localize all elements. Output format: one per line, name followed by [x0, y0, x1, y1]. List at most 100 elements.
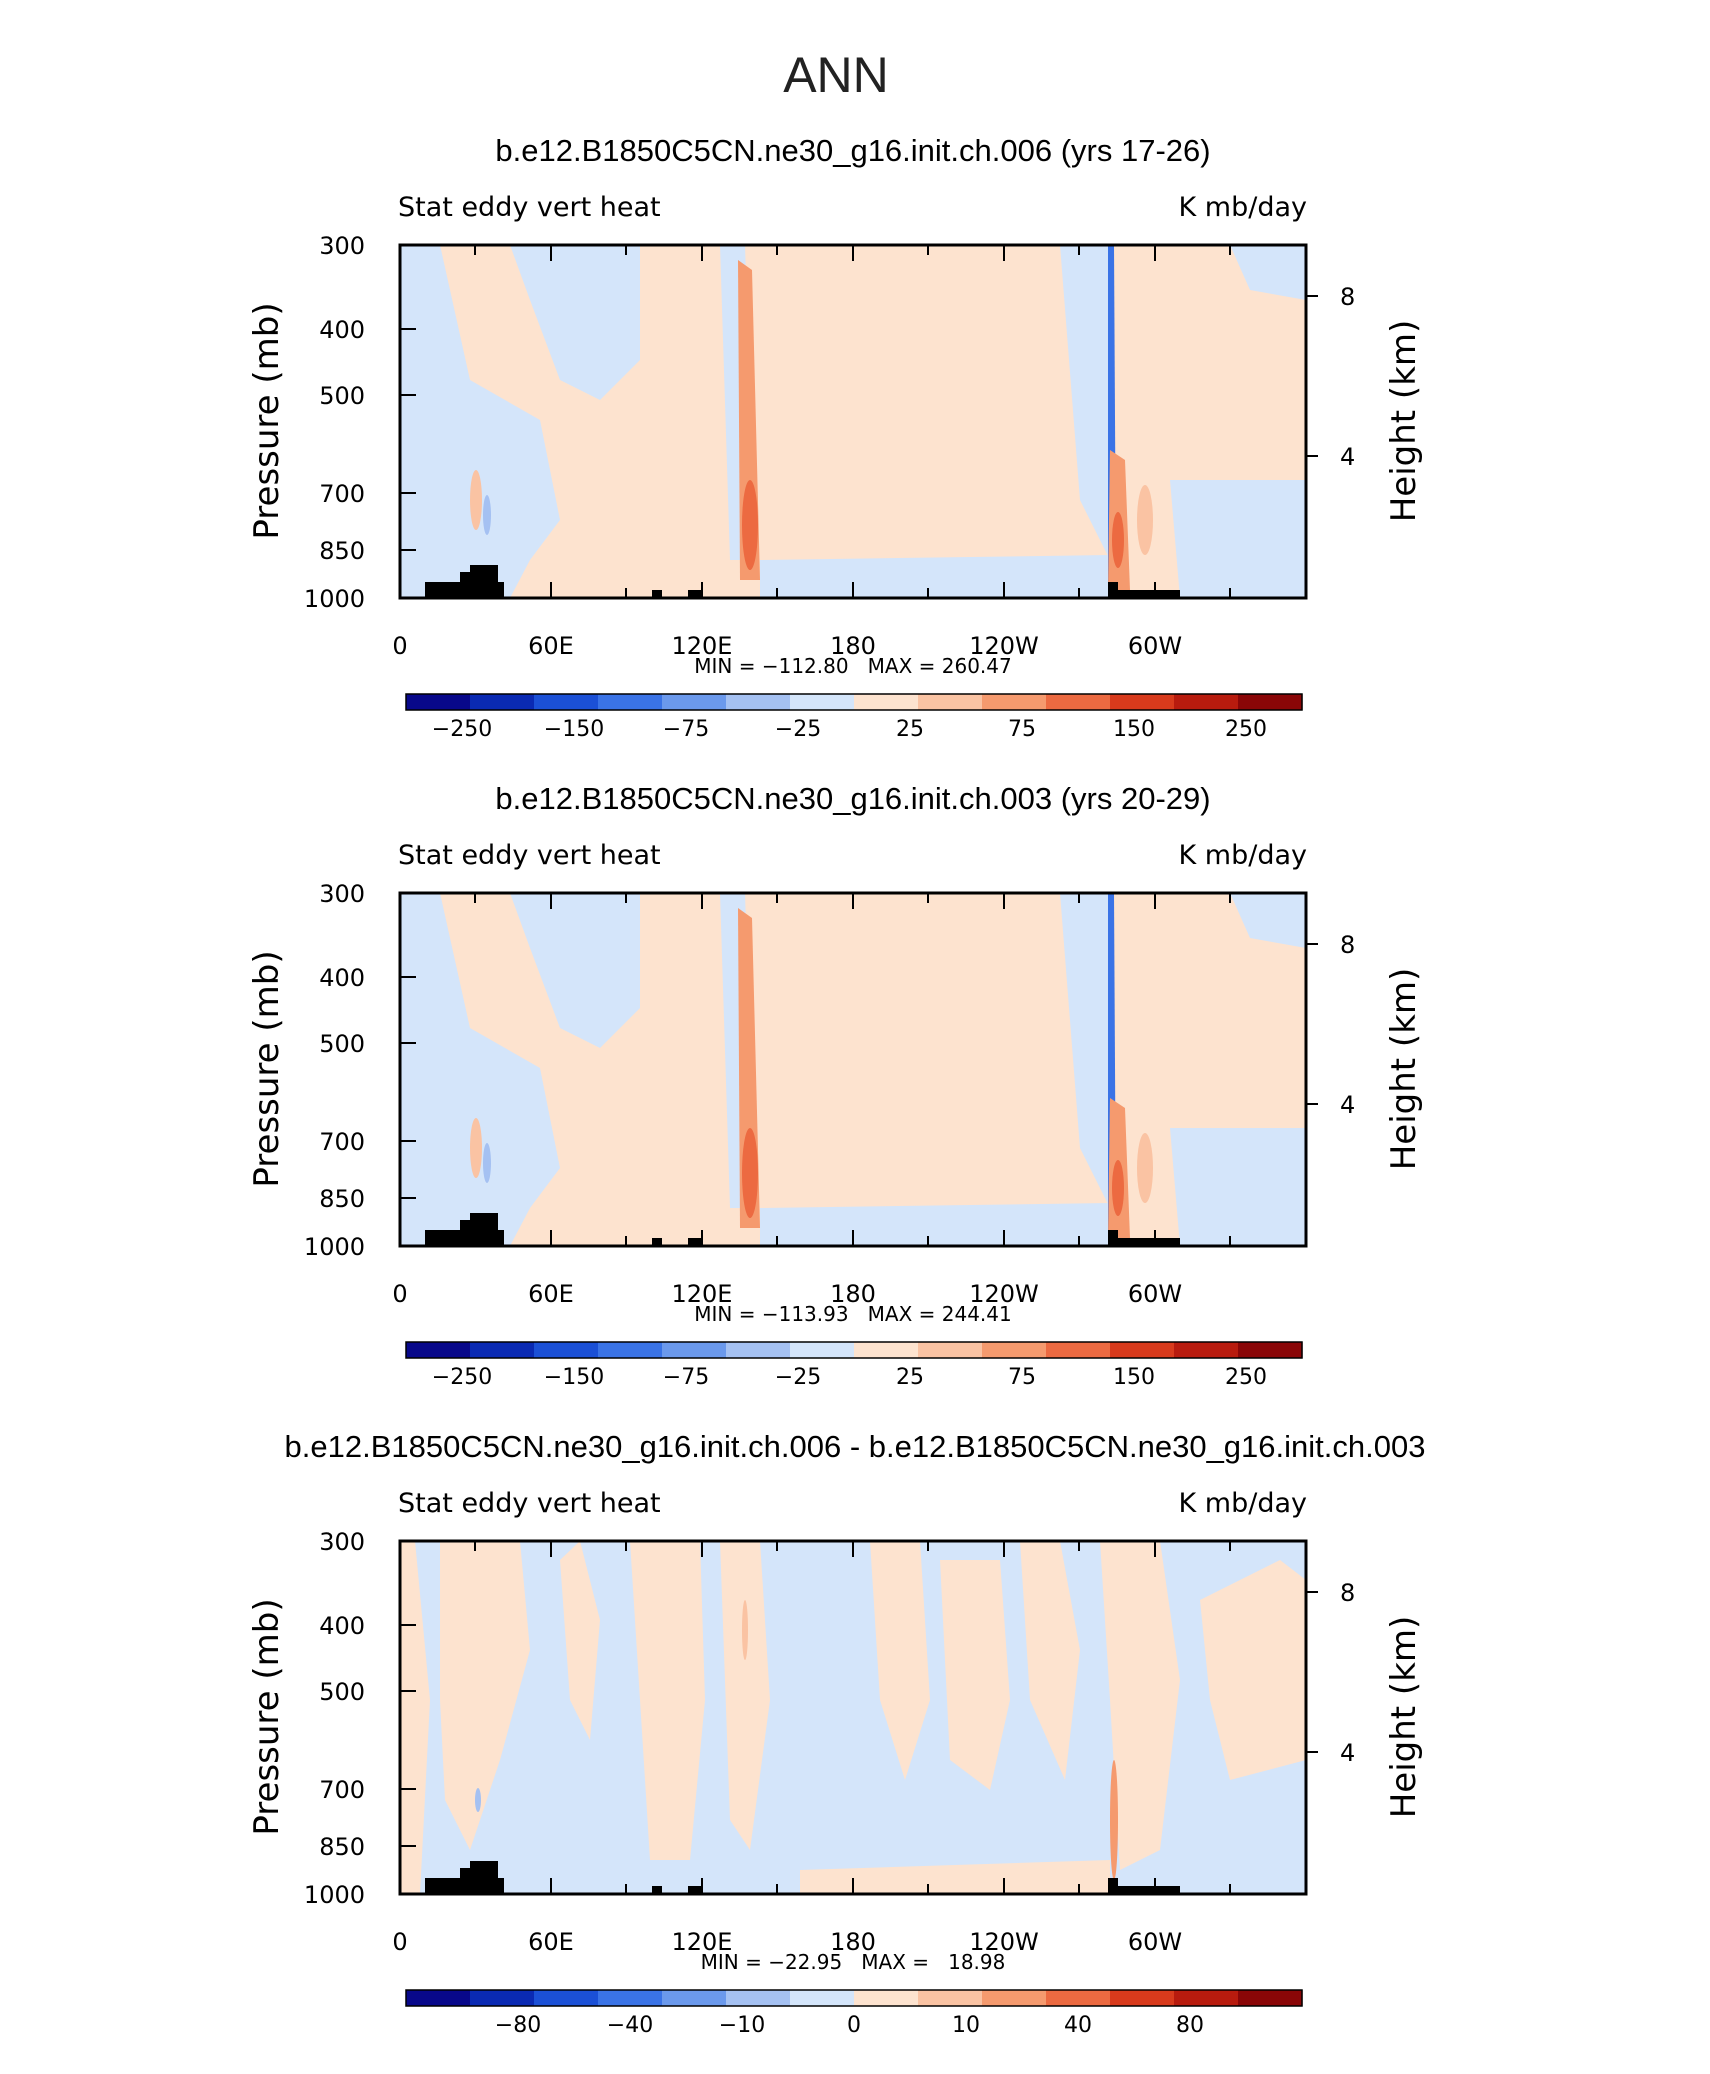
units-label: K mb/day — [1179, 192, 1308, 223]
negative-region-indian — [510, 245, 640, 400]
colorbar-label: −250 — [432, 717, 492, 742]
positive-region — [720, 1541, 770, 1850]
y-tick-label: 300 — [319, 880, 365, 908]
colorbar-swatches — [406, 694, 1303, 710]
topography-mask — [1108, 1878, 1180, 1894]
colorbar: −250 −150 −75 −25 25 75 150 250 — [405, 1341, 1303, 1390]
positive-region — [440, 1541, 530, 1850]
colorbar-swatch — [1046, 694, 1111, 710]
colorbar-swatch — [662, 1990, 727, 2006]
positive-feature-core-inner — [742, 1128, 758, 1218]
y-tick-label: 400 — [319, 1612, 365, 1640]
y-axis-label: Pressure (mb) — [247, 1598, 287, 1835]
colorbar-swatch — [534, 1990, 599, 2006]
x-tick-label: 0 — [392, 1280, 407, 1308]
y-axis-label: Pressure (mb) — [247, 950, 287, 1187]
positive-region — [630, 1541, 705, 1860]
x-tick-label: 180 — [830, 1928, 876, 1956]
negative-feature-west — [483, 495, 491, 535]
y2-axis-label: Height (km) — [1384, 1616, 1424, 1819]
y-tick-label: 400 — [319, 316, 365, 344]
positive-region — [870, 1541, 930, 1780]
y-tick-label: 1000 — [304, 1233, 365, 1261]
topography-mask — [1108, 1230, 1180, 1246]
y2-tick-label: 8 — [1340, 283, 1355, 311]
colorbar-label: 75 — [1008, 1365, 1036, 1390]
colorbar-swatches — [406, 1342, 1303, 1358]
positive-region — [560, 1541, 600, 1740]
colorbar-swatch — [726, 1990, 791, 2006]
topography-mask — [1108, 582, 1180, 598]
colorbar-label: 250 — [1225, 1365, 1267, 1390]
positive-feature-band-inner — [1112, 1160, 1124, 1216]
colorbar-label: 40 — [1064, 2013, 1092, 2038]
colorbar-label: −75 — [663, 717, 709, 742]
colorbar-swatch — [534, 694, 599, 710]
colorbar-labels: −250 −150 −75 −25 25 75 150 250 — [432, 1365, 1267, 1390]
y2-tick-labels: 8 4 — [1340, 283, 1355, 471]
variable-label: Stat eddy vert heat — [398, 1488, 661, 1519]
y-tick-label: 300 — [319, 232, 365, 260]
colorbar-label: 10 — [952, 2013, 980, 2038]
colorbar-swatch — [854, 1342, 919, 1358]
y-tick-label: 1000 — [304, 585, 365, 613]
colorbar-label: −150 — [544, 717, 604, 742]
positive-feature-sub — [1137, 485, 1153, 555]
units-label: K mb/day — [1179, 840, 1308, 871]
colorbar-swatch — [470, 1990, 535, 2006]
axis-ticks — [399, 1540, 1318, 1895]
colorbar-swatch — [598, 694, 663, 710]
colorbar-swatch — [1238, 694, 1303, 710]
colorbar-swatch — [662, 1342, 727, 1358]
colorbar-swatch — [1174, 1342, 1239, 1358]
y-tick-label: 300 — [319, 1528, 365, 1556]
x-tick-label: 120W — [969, 1928, 1039, 1956]
topography-mask — [688, 1238, 702, 1246]
colorbar-swatch — [1174, 694, 1239, 710]
page-title: ANN — [783, 47, 889, 103]
colorbar-label: −75 — [663, 1365, 709, 1390]
positive-region — [1200, 1560, 1306, 1780]
x-tick-label: 180 — [830, 632, 876, 660]
y2-tick-label: 8 — [1340, 1579, 1355, 1607]
negative-region-atlantic — [1170, 480, 1306, 598]
positive-feature-core-inner — [742, 480, 758, 570]
y-tick-label: 400 — [319, 964, 365, 992]
axis-ticks — [399, 244, 1318, 599]
colorbar-swatch — [790, 694, 855, 710]
colorbar-label: 150 — [1113, 1365, 1155, 1390]
colorbar-swatch — [1238, 1342, 1303, 1358]
topography-mask — [688, 590, 702, 598]
y2-tick-label: 4 — [1340, 1091, 1355, 1119]
colorbar-swatch — [918, 1342, 983, 1358]
y-tick-label: 1000 — [304, 1881, 365, 1909]
y-tick-label: 700 — [319, 1128, 365, 1156]
x-tick-labels: 0 60E 120E 180 120W 60W — [392, 632, 1182, 660]
colorbar-frame — [405, 1989, 1303, 2007]
y2-axis-label: Height (km) — [1384, 320, 1424, 523]
x-tick-label: 60E — [528, 632, 574, 660]
colorbar-swatch — [470, 1342, 535, 1358]
topography-mask — [425, 1861, 504, 1894]
colorbar-swatch — [1110, 1990, 1175, 2006]
positive-region — [1100, 1541, 1180, 1870]
negative-region-west — [400, 245, 560, 598]
x-tick-label: 0 — [392, 632, 407, 660]
colorbar-swatch — [406, 694, 471, 710]
negative-region-low — [760, 555, 1110, 598]
x-tick-label: 120W — [969, 632, 1039, 660]
negative-region-low — [760, 1203, 1110, 1246]
positive-region — [1020, 1541, 1080, 1780]
colorbar-swatch — [854, 1990, 919, 2006]
colorbar-swatch — [1046, 1990, 1111, 2006]
panel-title: b.e12.B1850C5CN.ne30_g16.init.ch.006 - b… — [285, 1429, 1426, 1464]
colorbar-swatch — [726, 1342, 791, 1358]
colorbar-label: −150 — [544, 1365, 604, 1390]
colorbar-swatch — [790, 1990, 855, 2006]
colorbar-swatch — [1110, 1342, 1175, 1358]
colorbar-label: −25 — [775, 1365, 821, 1390]
colorbar-swatch — [918, 694, 983, 710]
colorbar-swatch — [982, 694, 1047, 710]
y-tick-labels: 300 400 500 700 850 1000 — [304, 880, 365, 1261]
negative-region-atlantic — [1170, 1128, 1306, 1246]
